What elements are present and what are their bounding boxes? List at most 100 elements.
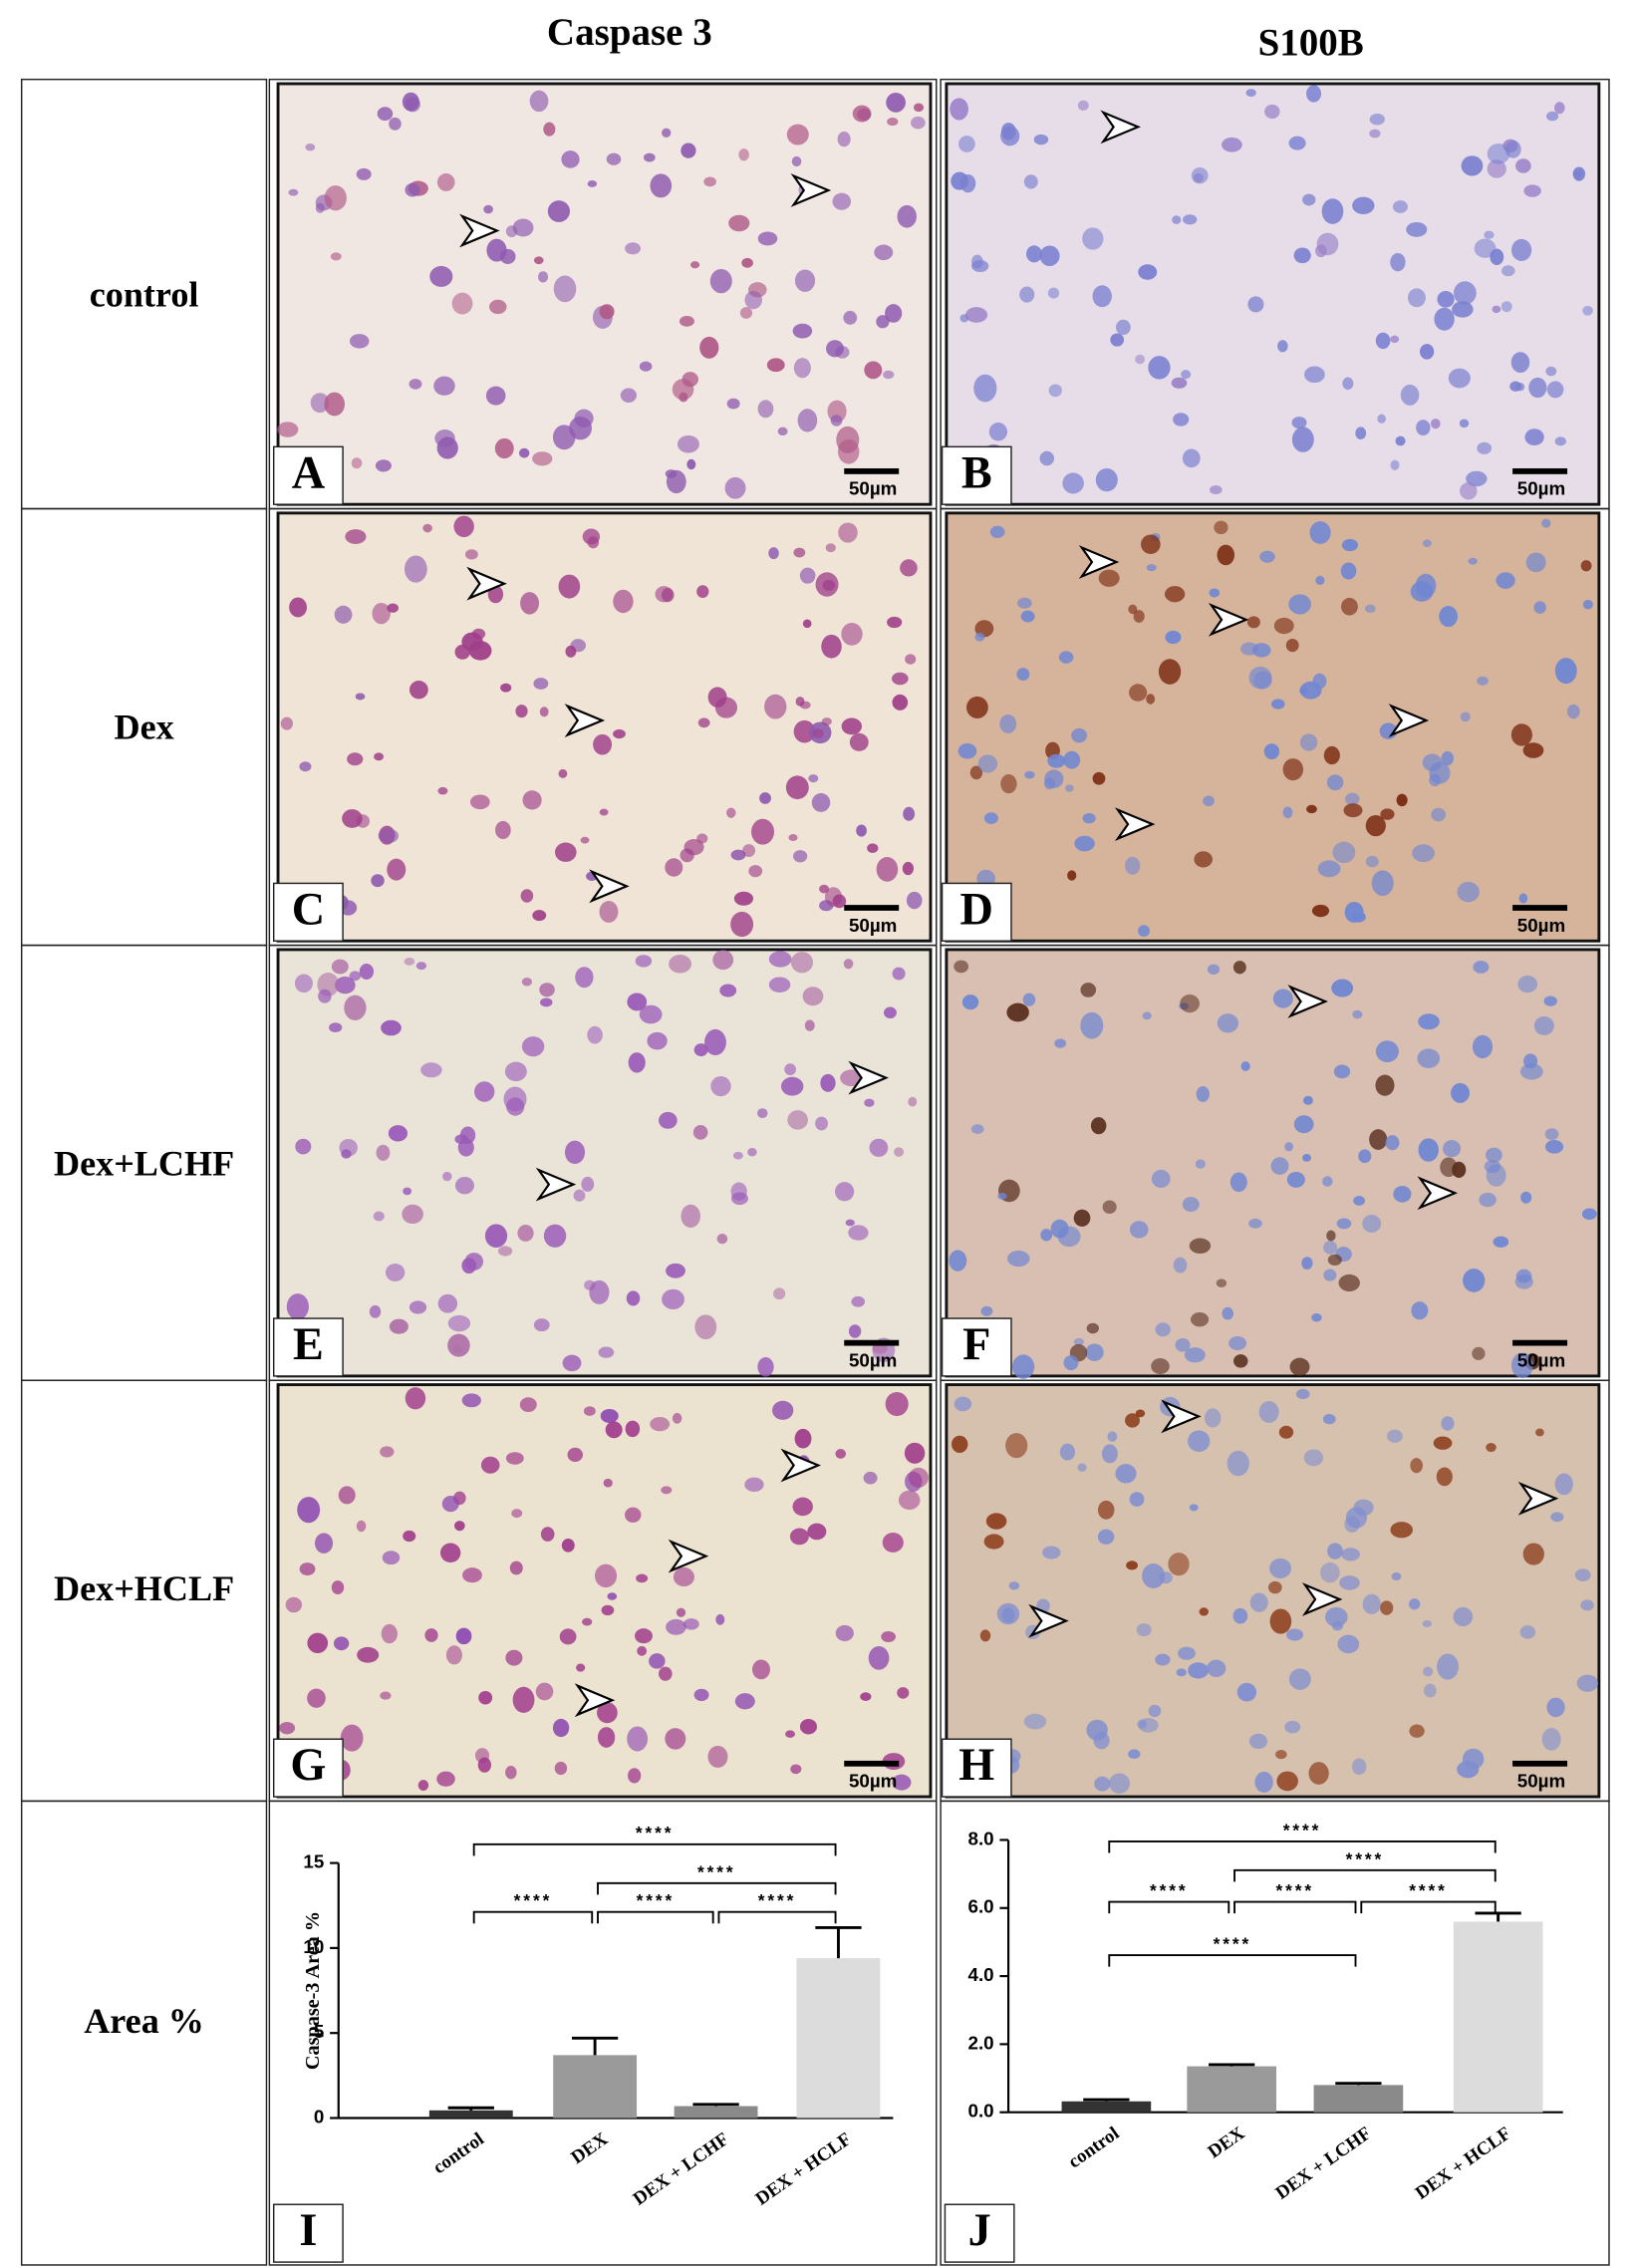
cell-nucleus (793, 850, 808, 863)
cell-nucleus (683, 1618, 699, 1630)
cell-nucleus (1341, 538, 1359, 552)
cell-nucleus (1544, 1128, 1559, 1141)
cell-nucleus (1059, 1443, 1076, 1461)
cell-nucleus (1226, 1450, 1249, 1477)
cell-nucleus (835, 1449, 847, 1459)
cell-nucleus (1430, 419, 1441, 429)
cell-nucleus (744, 1477, 764, 1493)
cell-nucleus (904, 1442, 926, 1464)
bar (1453, 1921, 1543, 2113)
cell-nucleus (402, 1204, 423, 1225)
cell-nucleus (1375, 1040, 1399, 1063)
cell-nucleus (751, 818, 775, 845)
cell-nucleus (1129, 1492, 1145, 1507)
cell-nucleus (882, 1532, 904, 1553)
cell-nucleus (724, 476, 746, 499)
cell-nucleus (478, 1690, 493, 1705)
cell-nucleus (639, 361, 653, 372)
cell-nucleus (1396, 793, 1408, 807)
cell-nucleus (1077, 100, 1089, 112)
cell-nucleus (1362, 1593, 1381, 1614)
y-tick-label: 15 (303, 1851, 324, 1872)
cell-nucleus (1291, 417, 1307, 429)
cell-nucleus (1024, 770, 1035, 779)
cell-nucleus (772, 1400, 794, 1420)
scale-bar (1512, 468, 1568, 474)
cell-nucleus (959, 314, 969, 323)
cell-nucleus (436, 436, 458, 459)
cell-nucleus (1264, 104, 1280, 120)
cell-nucleus (495, 820, 511, 840)
cell-nucleus (1057, 1226, 1081, 1248)
cell-nucleus (625, 242, 641, 255)
bar (796, 1958, 881, 2119)
cell-nucleus (792, 323, 813, 339)
cell-nucleus (1410, 1458, 1424, 1474)
cell-nucleus (454, 1177, 474, 1195)
cell-nucleus (1411, 1301, 1429, 1320)
cell-nucleus (344, 994, 367, 1021)
cell-nucleus (294, 974, 313, 993)
cell-nucleus (1486, 1443, 1497, 1453)
cell-nucleus (1288, 136, 1306, 150)
cell-nucleus (1440, 1157, 1458, 1178)
significance-bracket (1108, 1954, 1357, 1967)
scale-label: 50µm (1517, 478, 1565, 499)
cell-nucleus (845, 1219, 855, 1227)
cell-nucleus (741, 257, 753, 268)
cell-nucleus (429, 265, 453, 287)
arrowhead (1114, 807, 1156, 842)
cell-nucleus (1063, 750, 1081, 769)
cell-nucleus (540, 997, 553, 1007)
cell-nucleus (357, 1646, 380, 1663)
cell-nucleus (1286, 1628, 1303, 1641)
cell-nucleus (606, 152, 622, 165)
cell-nucleus (1205, 1408, 1222, 1428)
cell-nucleus (1418, 1013, 1440, 1030)
cell-nucleus (1519, 1063, 1543, 1080)
error-bar (571, 2036, 619, 2056)
scale-bar (1512, 1760, 1568, 1767)
cell-nucleus (1282, 758, 1304, 781)
cell-nucleus (692, 1125, 708, 1140)
cell-nucleus (581, 1176, 595, 1192)
cell-nucleus (1168, 1553, 1190, 1576)
micrograph: G 50µm (272, 1383, 933, 1799)
cell-nucleus (1302, 193, 1316, 206)
cell-nucleus (868, 1646, 890, 1670)
cell-nucleus (980, 1305, 993, 1316)
cell-nucleus (404, 555, 427, 583)
bar (428, 2110, 513, 2119)
cell-nucleus (1362, 1214, 1382, 1233)
cell-nucleus (825, 543, 836, 553)
cell-nucleus (436, 1771, 455, 1787)
cell-nucleus (954, 960, 969, 974)
cell-nucleus (971, 259, 989, 273)
cell-nucleus (639, 1004, 663, 1024)
cell-nucleus (662, 1288, 684, 1310)
significance-label: **** (636, 1823, 675, 1843)
cell-nucleus (1533, 1016, 1554, 1035)
y-tick-label: 10 (303, 1936, 324, 1957)
cell-nucleus (533, 256, 544, 265)
cell-nucleus (324, 392, 346, 417)
panel-letter: E (293, 1319, 324, 1370)
cell-nucleus (454, 1134, 468, 1145)
y-tick-label: 8.0 (968, 1828, 994, 1848)
cell-nucleus (1582, 599, 1593, 610)
significance-label: **** (1346, 1848, 1385, 1868)
cell-nucleus (979, 1629, 991, 1642)
cell-nucleus (1133, 610, 1145, 623)
cell-nucleus (1217, 544, 1235, 566)
cell-nucleus (1092, 285, 1112, 308)
cell-nucleus (1276, 1771, 1298, 1792)
cell-border (940, 1800, 1610, 2266)
cell-nucleus (1107, 1431, 1118, 1442)
significance-label: **** (1276, 1880, 1315, 1900)
cell-nucleus (1222, 1306, 1234, 1320)
cell-nucleus (1391, 1572, 1402, 1581)
micrograph: E 50µm (272, 948, 933, 1378)
cell-nucleus (1422, 1620, 1432, 1627)
cell-nucleus (1342, 377, 1354, 391)
cell-nucleus (1299, 688, 1308, 695)
